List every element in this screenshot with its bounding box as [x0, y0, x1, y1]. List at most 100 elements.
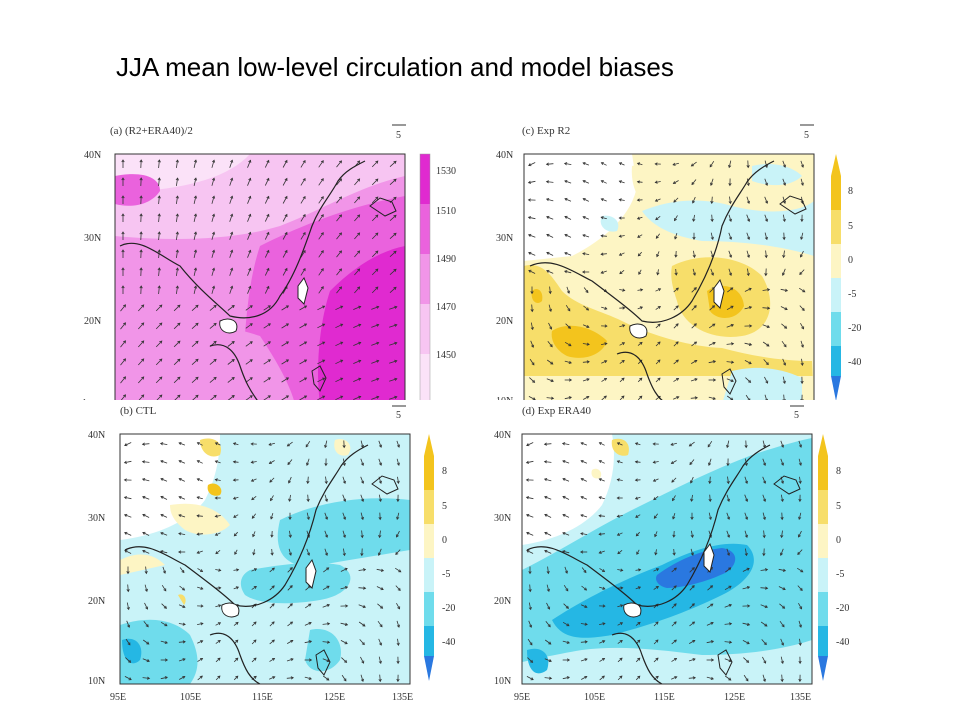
wind-vector-arrow [359, 639, 365, 645]
wind-vector-arrow [197, 568, 203, 572]
wind-vector-arrowhead [218, 604, 222, 608]
wind-vector-arrow [799, 269, 805, 275]
wind-vector-arrow [673, 359, 679, 365]
wind-vector-arrowhead [358, 305, 362, 309]
wind-vector-arrow [371, 196, 379, 204]
wind-vector-arrowhead [123, 304, 126, 308]
wind-vector-arrowhead [266, 231, 270, 235]
wind-vector-arrowhead [121, 231, 125, 235]
wind-vector-arrowhead [253, 657, 257, 661]
wind-vector-arrowhead [157, 213, 161, 217]
wind-vector-arrowhead [566, 290, 570, 294]
wind-vector-arrow [762, 458, 766, 466]
wind-vector-arrowhead [728, 183, 732, 187]
wind-vector-arrowhead [712, 396, 716, 400]
wind-vector-arrow [800, 323, 804, 329]
wind-vector-arrow [619, 235, 625, 237]
wind-vector-arrow [636, 549, 640, 555]
wind-vector-arrow [782, 196, 786, 204]
wind-vector-arrow [637, 162, 643, 166]
wind-vector-arrowhead [212, 177, 216, 181]
wind-vector-arrowhead [780, 678, 784, 683]
wind-vector-arrow [322, 585, 330, 591]
wind-vector-arrowhead [545, 198, 550, 202]
wind-vector-arrow [160, 676, 168, 680]
wind-vector-arrow [247, 178, 251, 186]
wind-vector-arrow [264, 178, 270, 186]
wind-vector-arrowhead [380, 605, 384, 609]
wind-vector-arrowhead [235, 586, 240, 590]
wind-vector-arrowhead [708, 462, 712, 466]
wind-vector-arrow [176, 250, 178, 258]
wind-vector-arrowhead [324, 498, 328, 503]
wind-vector-arrow [546, 378, 554, 382]
wind-vector-arrow [547, 566, 549, 574]
wind-vector-arrowhead [548, 659, 552, 663]
wind-vector-arrow [124, 550, 132, 554]
wind-vector-arrow [800, 178, 804, 186]
wind-vector-arrow [138, 304, 144, 312]
wind-vector-arrowhead [195, 304, 199, 308]
wind-vector-arrowhead [375, 178, 379, 182]
wind-vector-arrowhead [217, 675, 221, 679]
wind-vector-arrowhead [324, 463, 328, 467]
wind-vector-arrow [726, 512, 730, 520]
wind-vector-arrow [724, 585, 732, 591]
wind-vector-arrow [724, 623, 732, 625]
wind-vector-arrow [798, 603, 802, 609]
wind-vector-arrowhead [195, 322, 199, 326]
wind-vector-arrowhead [762, 498, 767, 503]
wind-vector-arrow [318, 178, 324, 186]
wind-vector-arrow [318, 214, 324, 222]
wind-vector-arrow [727, 287, 733, 293]
wind-vector-arrowhead [123, 340, 126, 344]
wind-vector-arrowhead [600, 162, 604, 166]
wind-vector-arrowhead [546, 269, 550, 273]
wind-vector-arrowhead [375, 268, 379, 272]
wind-vector-arrowhead [357, 160, 361, 164]
wind-vector-arrow [245, 305, 253, 311]
wind-vector-arrowhead [121, 249, 125, 253]
wind-vector-arrow [544, 550, 552, 554]
wind-vector-arrow [300, 250, 306, 258]
wind-vector-arrowhead [249, 377, 253, 381]
wind-vector-arrow [637, 306, 643, 310]
wind-vector-arrow [655, 341, 661, 347]
wind-vector-arrowhead [780, 462, 785, 466]
wind-vector-arrowhead [157, 231, 161, 235]
wind-vector-arrowhead [139, 195, 143, 199]
wind-vector-arrowhead [213, 376, 217, 380]
wind-vector-arrowhead [652, 460, 656, 464]
wind-vector-arrow [562, 496, 570, 500]
wind-vector-arrowhead [526, 443, 530, 447]
panel-d-label: (d) Exp ERA40 [522, 405, 592, 417]
wind-vector-arrow [801, 358, 803, 366]
wind-vector-arrowhead [285, 359, 290, 363]
panel-a-colorbar-label: 1450 [436, 350, 456, 361]
wind-vector-arrow [599, 586, 605, 590]
wind-vector-arrowhead [178, 532, 182, 536]
wind-vector-arrow [281, 305, 289, 311]
wind-vector-arrow [800, 340, 804, 348]
wind-vector-arrowhead [563, 162, 568, 166]
wind-vector-arrowhead [748, 342, 753, 346]
wind-vector-arrow [233, 442, 239, 446]
wind-vector-arrow [215, 622, 221, 626]
wind-vector-arrowhead [746, 254, 750, 259]
wind-vector-arrowhead [121, 159, 125, 163]
wind-vector-arrow [689, 585, 695, 591]
wind-vector-arrowhead [783, 362, 787, 366]
wind-vector-arrowhead [232, 442, 237, 446]
wind-vector-arrowhead [235, 675, 239, 679]
wind-vector-arrow [322, 604, 330, 608]
wind-vector-arrow [318, 250, 324, 258]
wind-vector-arrow [322, 641, 330, 643]
wind-vector-arrow [378, 494, 382, 502]
wind-vector-arrowhead [726, 480, 730, 485]
wind-vector-arrow [601, 395, 607, 401]
wind-vector-arrowhead [710, 182, 714, 186]
wind-vector-arrow [354, 232, 360, 240]
wind-vector-arrowhead [230, 249, 234, 253]
wind-vector-arrow [580, 658, 588, 662]
wind-vector-arrowhead [543, 442, 547, 446]
